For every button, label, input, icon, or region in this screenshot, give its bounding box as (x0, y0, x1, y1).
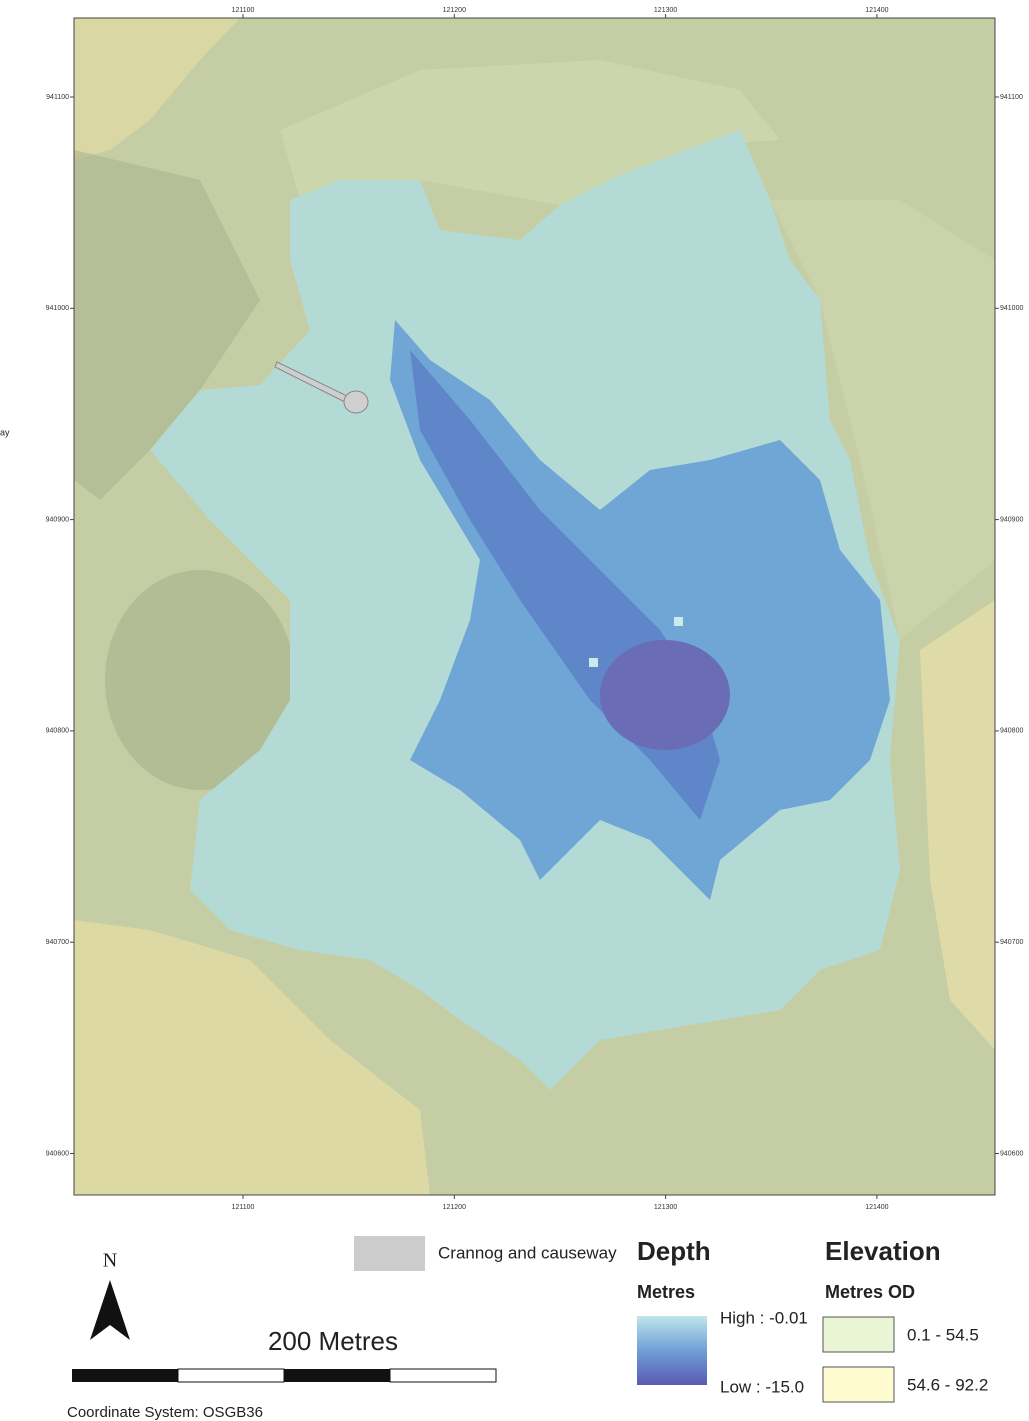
scale-segment (390, 1369, 496, 1382)
map-figure: ay 121100 121100 121200 121200 121300 121300 1… (0, 0, 1029, 1421)
y-tick-label: 940800 (46, 728, 69, 735)
y-tick-label: 940900 (1000, 516, 1023, 523)
depth-low: Low : -15.0 (720, 1377, 804, 1396)
coordinate-system: Coordinate System: OSGB36 (67, 1404, 263, 1421)
elevation-unit: Metres OD (825, 1282, 915, 1302)
lake-cell (589, 658, 598, 667)
page-body: {"map": { "cut_label": "ay", "xticks": [… (0, 0, 1029, 1421)
y-tick-label: 940600 (46, 1150, 69, 1157)
depth-unit: Metres (637, 1282, 695, 1302)
elevation-class: 0.1 - 54.5 (907, 1325, 979, 1344)
y-tick-label: 941000 (1000, 305, 1023, 312)
page: Loch depth map html, body { margin: 0; p… (0, 0, 1029, 1421)
elevation-title: Elevation (825, 1236, 941, 1266)
lake-deepest (600, 640, 730, 750)
depth-title: Depth (637, 1236, 711, 1266)
x-tick-label: 121200 (443, 1204, 466, 1211)
y-tick-label: 940600 (1000, 1150, 1023, 1157)
scale-label: 200 Metres (268, 1326, 398, 1356)
depth-ramp (637, 1316, 707, 1385)
x-tick-label: 121400 (865, 1204, 888, 1211)
y-tick-label: 941000 (46, 305, 69, 312)
y-tick-label: 940800 (1000, 728, 1023, 735)
north-arrow (90, 1280, 130, 1340)
x-tick-label: 121100 (232, 7, 255, 14)
y-tick-label: 941100 (46, 94, 69, 101)
feature-swatch (354, 1236, 425, 1271)
x-tick-label: 121100 (232, 1204, 255, 1211)
cut-label: ay (0, 427, 10, 437)
x-tick-label: 121300 (654, 7, 677, 14)
depth-high: High : -0.01 (720, 1308, 808, 1327)
scale-segment (72, 1369, 178, 1382)
y-tick-label: 940700 (1000, 939, 1023, 946)
feature-label: Crannog and causeway (438, 1243, 617, 1262)
y-tick-label: 940900 (46, 516, 69, 523)
x-tick-label: 121400 (865, 7, 888, 14)
crannog (344, 391, 368, 413)
x-tick-label: 121300 (654, 1204, 677, 1211)
x-tick-label: 121200 (443, 7, 466, 14)
elevation-swatch (823, 1317, 894, 1352)
elevation-swatch (823, 1367, 894, 1402)
lake-cell (674, 617, 683, 626)
y-tick-label: 940700 (46, 939, 69, 946)
scale-segment (284, 1369, 390, 1382)
elevation-class: 54.6 - 92.2 (907, 1375, 988, 1394)
scale-segment (178, 1369, 284, 1382)
north-label: N (103, 1250, 117, 1272)
map-area (74, 18, 995, 1195)
y-tick-label: 941100 (1000, 94, 1023, 101)
